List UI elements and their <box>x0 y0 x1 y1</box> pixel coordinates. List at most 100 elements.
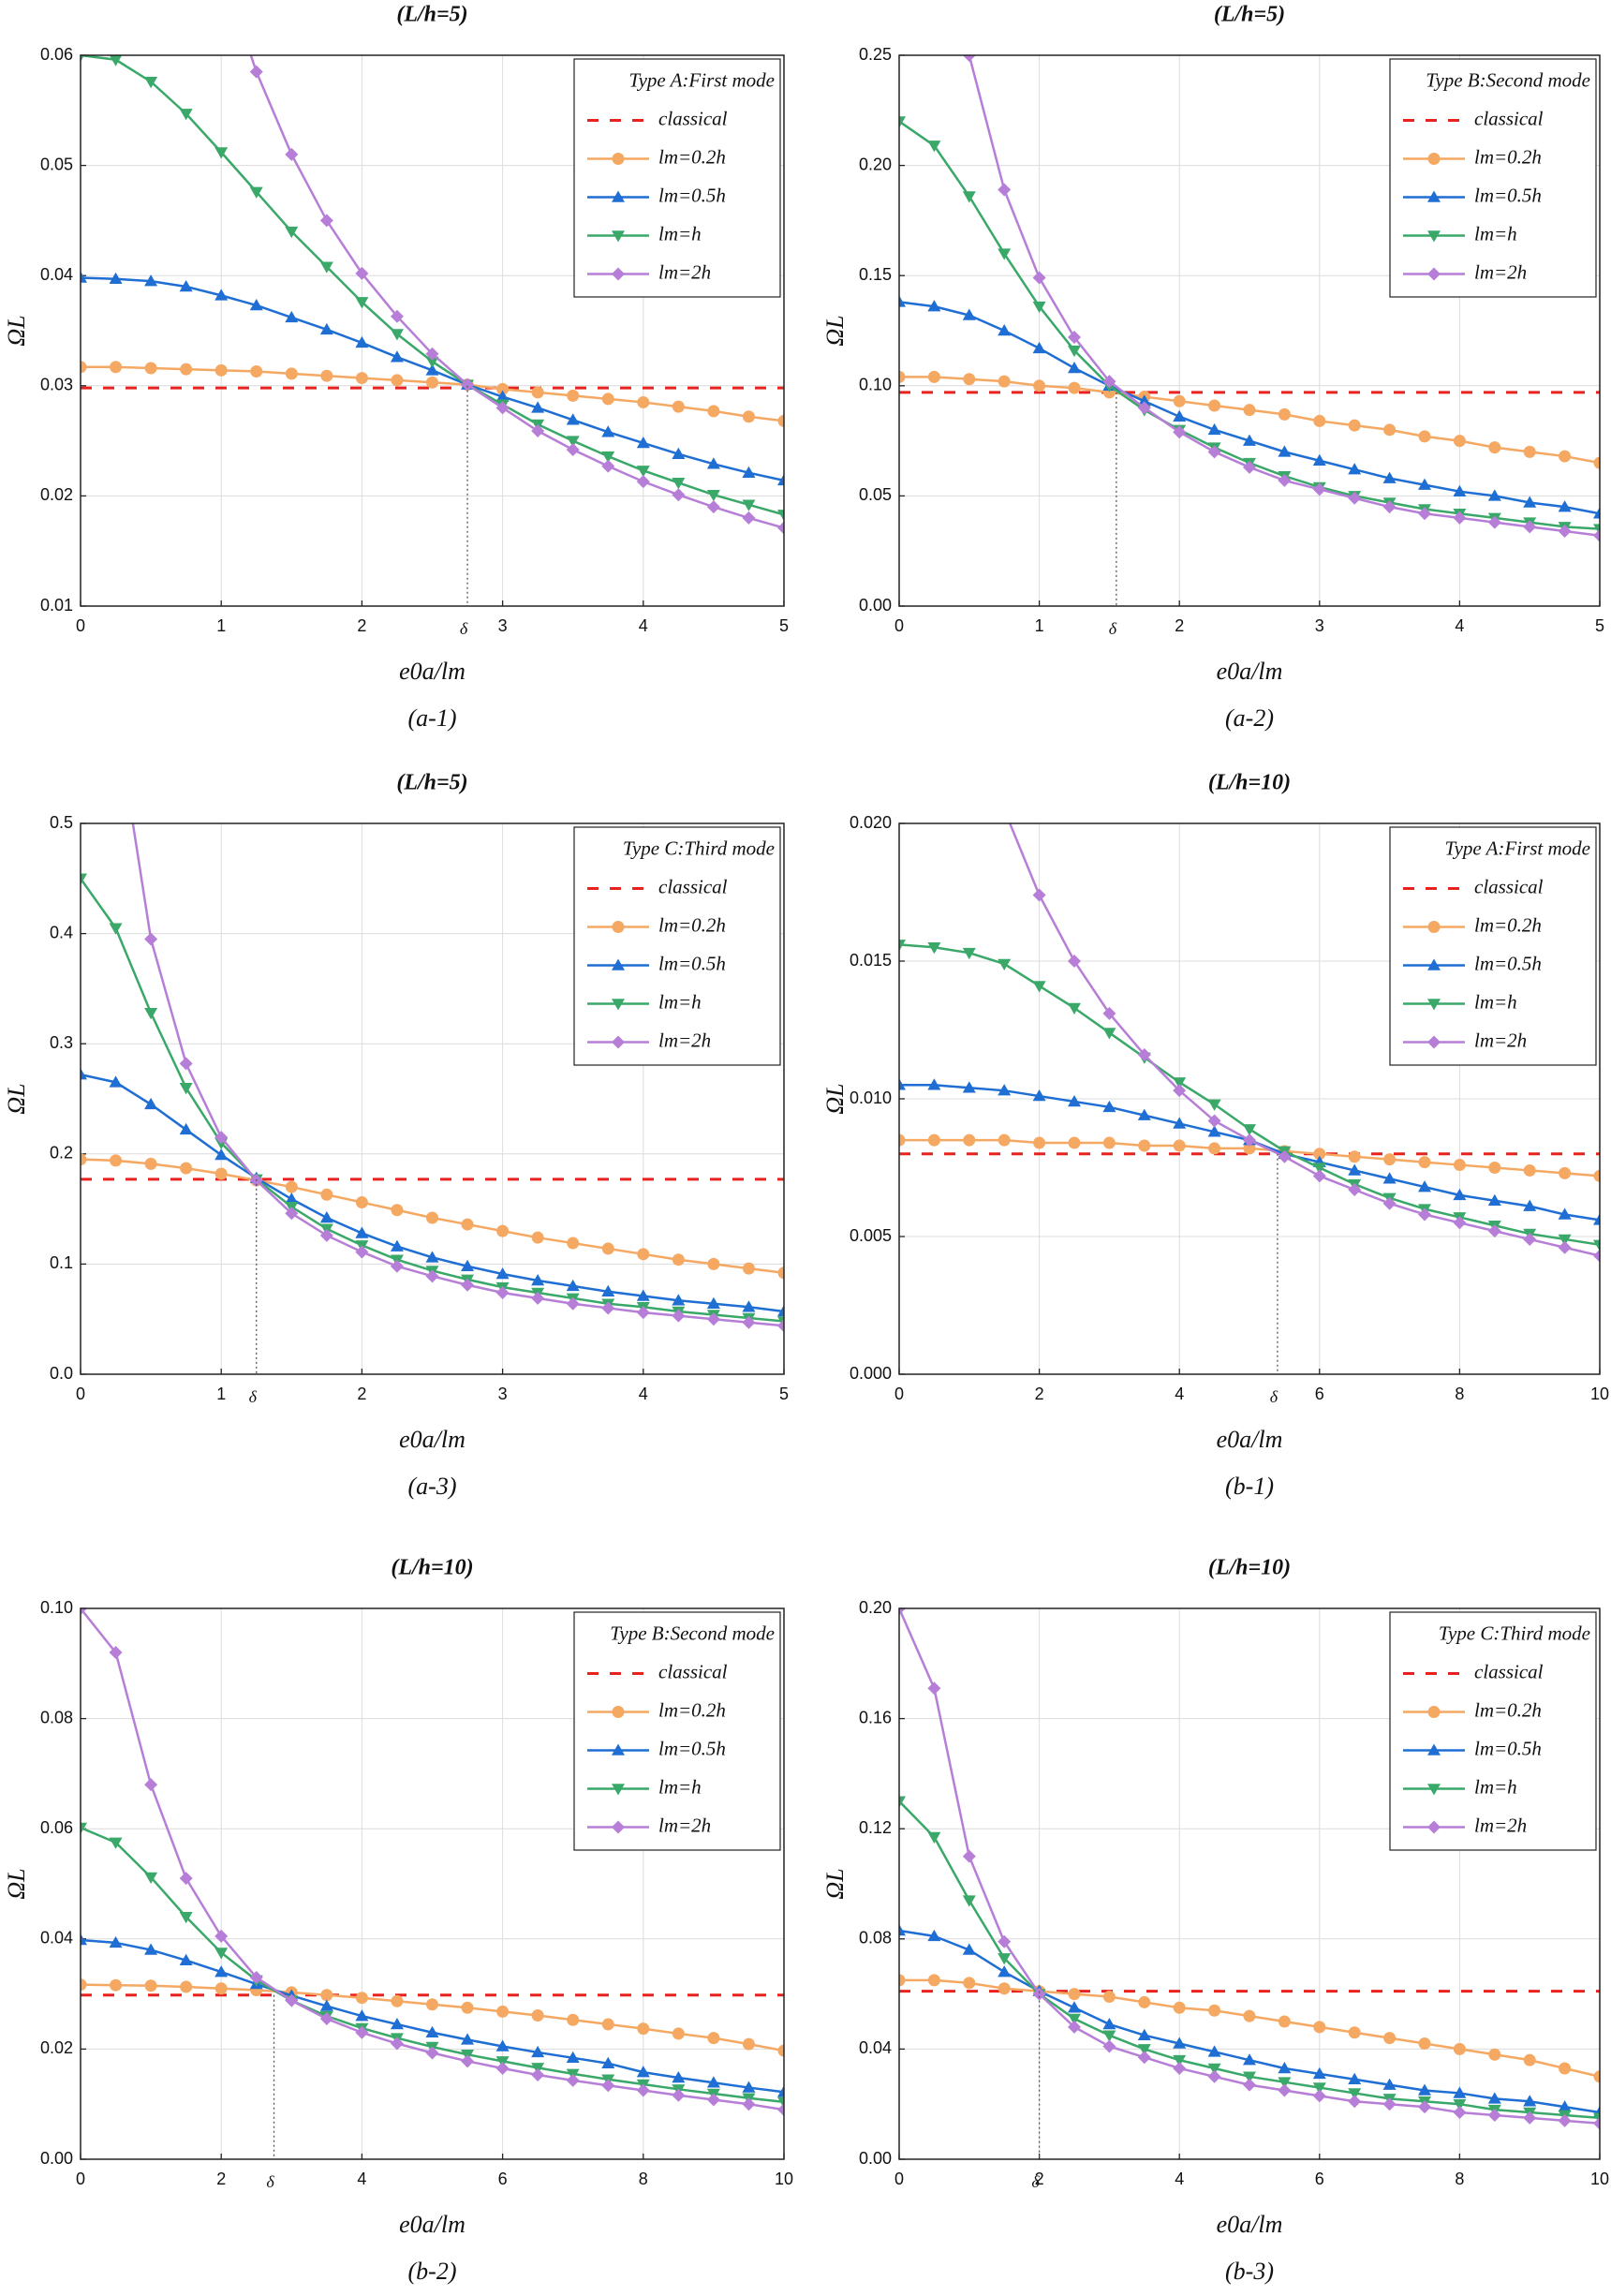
x-tick-label: 8 <box>1455 2170 1464 2188</box>
marker <box>899 116 906 128</box>
y-axis-label: ΩL <box>3 1868 30 1899</box>
marker <box>285 367 298 380</box>
marker <box>1102 2017 1116 2030</box>
x-tick-label: 10 <box>1590 2170 1609 2188</box>
legend-label: classical <box>1474 107 1544 129</box>
marker <box>1032 271 1046 285</box>
y-tick-label: 0.02 <box>40 485 73 504</box>
delta-label: δ <box>1031 2172 1040 2191</box>
marker <box>1137 394 1151 407</box>
legend-label: lm=0.2h <box>1474 145 1542 168</box>
marker <box>355 372 368 385</box>
marker <box>109 55 123 67</box>
plot-frame <box>80 822 785 1375</box>
y-axis-label: ΩL <box>3 1083 30 1114</box>
y-tick-label: 0.1 <box>50 1253 73 1272</box>
marker <box>1523 520 1537 534</box>
marker <box>1068 2001 1081 2013</box>
marker <box>1032 888 1046 902</box>
legend-box <box>1389 1611 1597 1851</box>
marker <box>250 365 263 378</box>
marker <box>1348 1163 1362 1176</box>
legend-label: lm=h <box>1474 990 1517 1013</box>
marker <box>1418 1207 1431 1222</box>
marker <box>1559 2062 1572 2075</box>
marker <box>601 2079 615 2093</box>
marker <box>1102 1028 1116 1040</box>
marker <box>320 369 333 382</box>
marker <box>1487 2092 1501 2104</box>
marker <box>1488 1162 1501 1174</box>
marker <box>706 1312 720 1326</box>
marker <box>1173 2061 1187 2075</box>
marker <box>495 401 510 415</box>
delta-label: δ <box>266 2172 274 2191</box>
y-tick-label: 0.10 <box>859 376 892 394</box>
marker <box>1427 958 1441 970</box>
y-tick-label: 0.15 <box>859 265 892 284</box>
marker <box>998 958 1012 970</box>
marker <box>1137 1047 1151 1061</box>
y-tick-label: 0.2 <box>50 1144 73 1163</box>
plot-content <box>899 55 1600 542</box>
x-axis-label: e0a/lm <box>399 1426 466 1453</box>
marker <box>998 248 1012 260</box>
marker <box>144 1778 158 1792</box>
marker <box>531 2045 545 2058</box>
marker <box>1173 1084 1187 1098</box>
chart-title: (L/h=10) <box>1208 771 1291 795</box>
marker <box>285 1192 299 1205</box>
marker <box>672 488 686 502</box>
y-tick-label: 0.25 <box>859 45 892 64</box>
marker <box>612 921 625 933</box>
legend-title: Type A:First mode <box>1444 837 1590 859</box>
marker <box>214 363 228 377</box>
marker <box>1348 1150 1361 1163</box>
marker <box>1312 453 1326 467</box>
plot-frame <box>898 1607 1601 2160</box>
marker <box>1173 425 1187 439</box>
x-tick-label: 0 <box>894 2170 904 2188</box>
marker <box>1453 2098 1467 2111</box>
marker <box>1523 2095 1537 2107</box>
marker <box>1278 2015 1291 2028</box>
marker <box>144 932 158 946</box>
marker <box>1137 401 1151 415</box>
marker <box>109 1837 123 1849</box>
y-tick-label: 0.06 <box>40 45 73 64</box>
marker <box>355 2009 369 2022</box>
marker <box>612 1820 625 1834</box>
marker <box>1348 463 1362 475</box>
marker <box>567 389 580 402</box>
marker <box>144 76 158 89</box>
marker <box>425 1251 439 1263</box>
marker <box>1453 511 1467 525</box>
marker <box>81 873 87 885</box>
marker <box>1488 2048 1501 2061</box>
marker <box>1487 1224 1501 1238</box>
y-tick-label: 0.5 <box>50 813 73 832</box>
marker <box>1559 1166 1572 1179</box>
chart-title: (L/h=10) <box>1208 1556 1291 1580</box>
marker <box>1487 2108 1501 2122</box>
legend-box <box>573 1611 781 1851</box>
marker <box>1102 1100 1116 1113</box>
x-tick-label: 3 <box>498 616 508 635</box>
marker <box>777 2044 784 2057</box>
marker <box>249 1970 263 1984</box>
marker <box>1558 1207 1572 1220</box>
x-tick-label: 10 <box>1590 1385 1609 1403</box>
marker <box>425 1269 439 1283</box>
marker <box>612 190 625 202</box>
marker <box>1137 2028 1151 2040</box>
marker <box>1427 230 1441 243</box>
x-tick-label: 0 <box>894 1385 904 1403</box>
marker <box>612 1743 625 1755</box>
y-tick-label: 0.10 <box>40 1598 73 1617</box>
caption: (b-3) <box>1225 2258 1274 2285</box>
marker <box>531 386 544 399</box>
x-axis-label: e0a/lm <box>1217 658 1283 685</box>
marker <box>355 1196 368 1209</box>
plot-frame <box>898 822 1601 1375</box>
marker <box>461 378 475 392</box>
